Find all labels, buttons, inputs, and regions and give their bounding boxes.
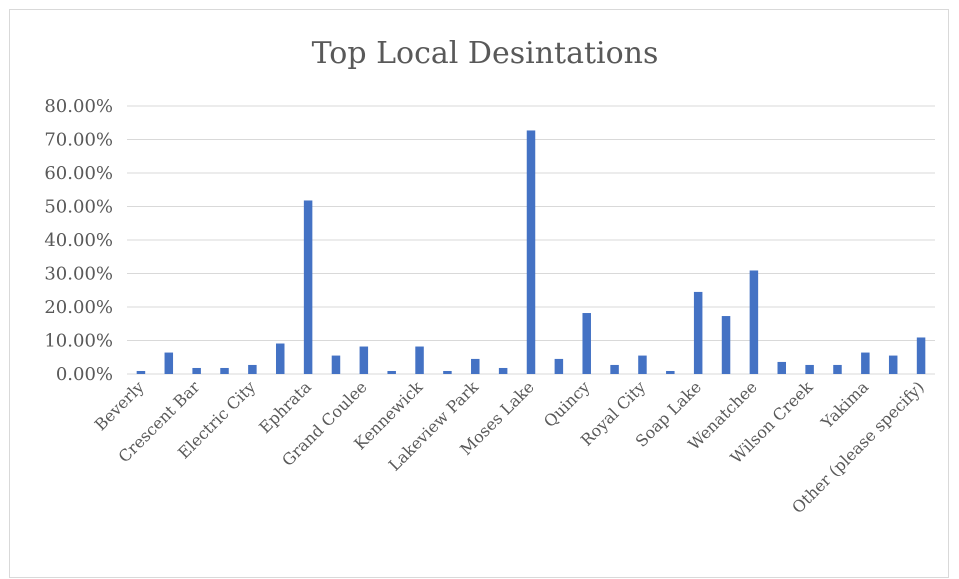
bar	[805, 364, 814, 374]
bar	[164, 352, 174, 374]
bar	[554, 358, 564, 374]
bar	[916, 337, 926, 374]
bar	[275, 343, 285, 374]
y-tick-label: 60.00%	[44, 163, 113, 184]
bar	[443, 370, 452, 374]
bar	[136, 370, 146, 374]
y-tick-label: 10.00%	[44, 331, 113, 352]
chart-frame: Top Local Desintations 0.00% 10.00% 20.00%…	[9, 9, 949, 578]
bar	[666, 370, 675, 374]
bar	[498, 367, 508, 374]
bar	[359, 346, 369, 374]
bars	[136, 130, 926, 374]
bar	[331, 355, 341, 374]
bar	[387, 370, 396, 374]
x-tick-label: Quincy	[540, 377, 594, 431]
bar	[610, 364, 619, 374]
chart-title: Top Local Desintations	[312, 36, 659, 71]
y-tick-label: 80.00%	[44, 96, 113, 117]
y-tick-label: 40.00%	[44, 230, 113, 251]
y-axis: 0.00% 10.00% 20.00% 30.00% 40.00% 50.00% 60.00…	[44, 96, 113, 385]
bar	[526, 130, 536, 374]
bar	[582, 313, 591, 374]
x-tick-label: Beverly	[91, 377, 148, 434]
bar	[749, 270, 759, 374]
y-tick-label: 70.00%	[44, 130, 113, 151]
y-tick-label: 0.00%	[56, 364, 113, 385]
bar	[220, 367, 229, 374]
bar	[192, 367, 201, 374]
bar-chart: Top Local Desintations 0.00% 10.00% 20.00%…	[44, 36, 935, 517]
bar	[415, 346, 424, 374]
y-tick-label: 50.00%	[44, 197, 113, 218]
bar	[638, 355, 647, 374]
bar	[861, 352, 870, 374]
x-tick-label: Yakima	[817, 377, 873, 433]
y-tick-label: 30.00%	[44, 264, 113, 285]
bar	[888, 355, 898, 374]
bar	[693, 291, 703, 374]
bar	[833, 364, 842, 374]
bar	[721, 316, 731, 374]
bar	[248, 364, 257, 374]
bar	[471, 358, 480, 374]
bar	[777, 361, 787, 374]
bar	[303, 200, 313, 374]
y-tick-label: 20.00%	[44, 297, 113, 318]
